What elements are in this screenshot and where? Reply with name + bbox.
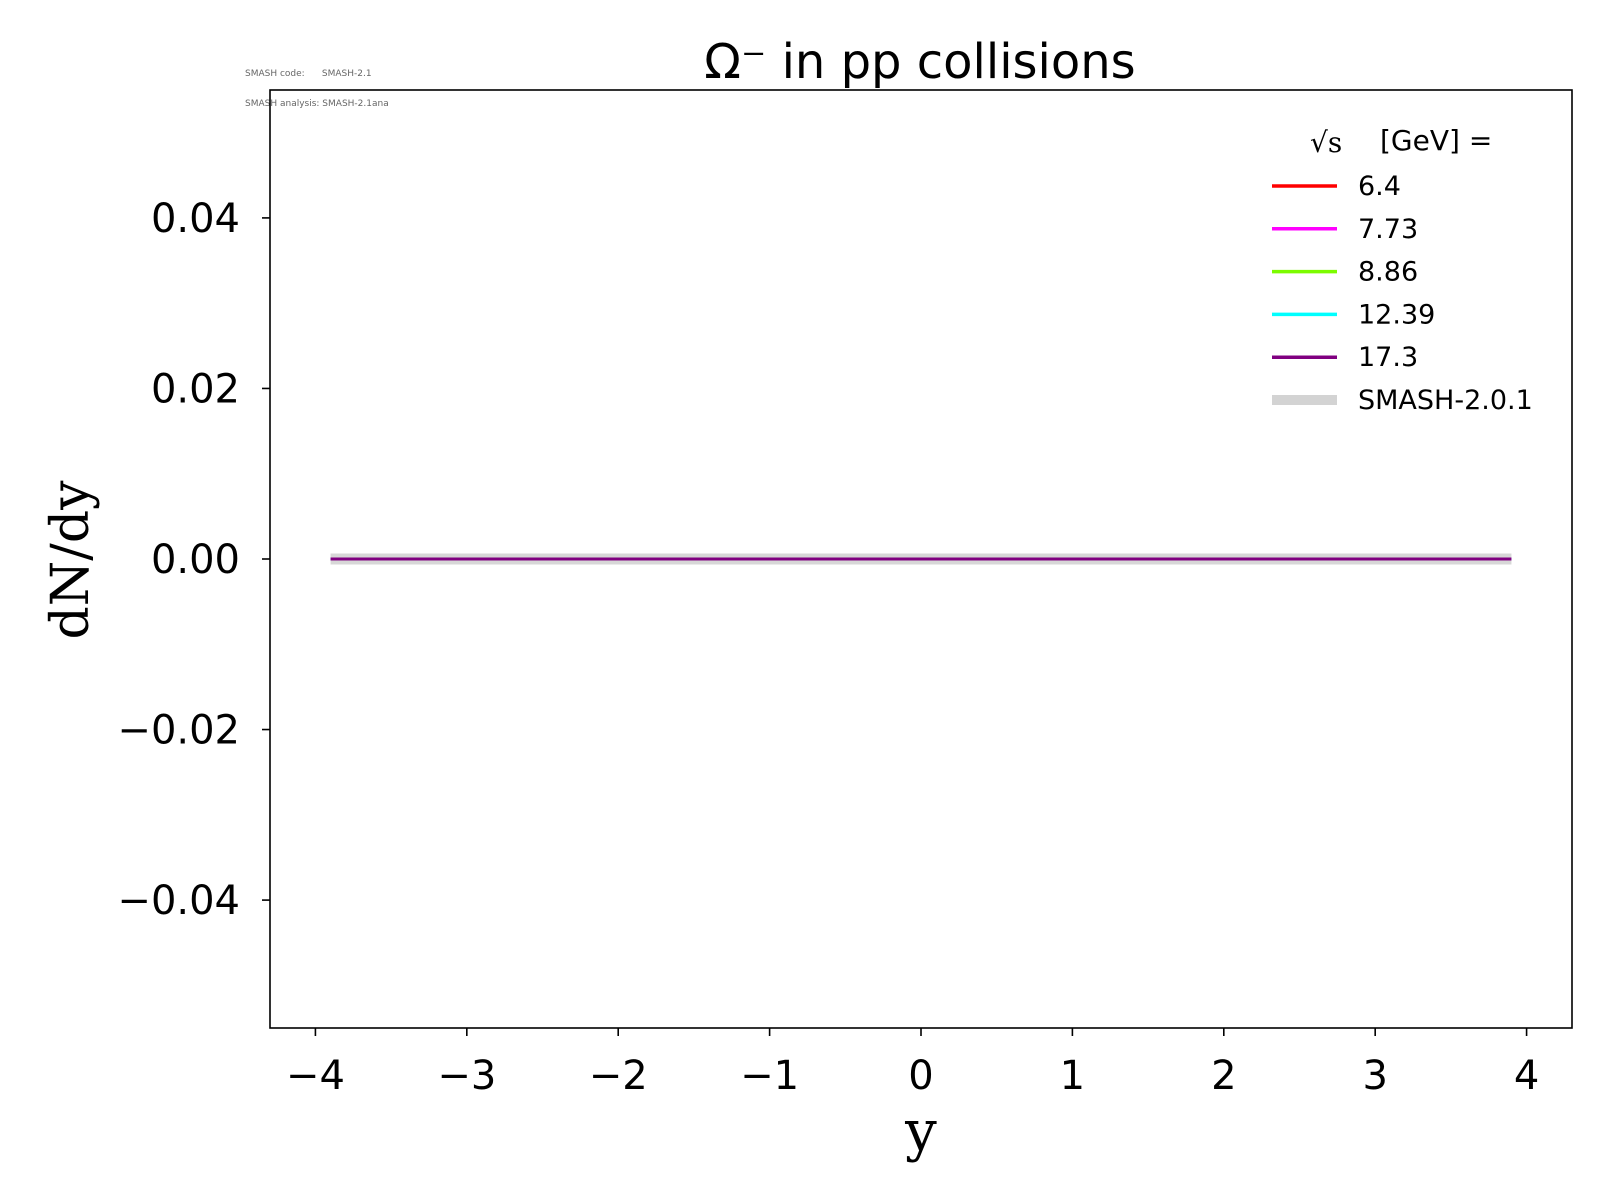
x-tick-label: −1 — [740, 1053, 799, 1099]
x-axis: −4 −3 −2 −1 0 1 2 3 4 — [286, 1028, 1539, 1099]
legend-label-4: 17.3 — [1358, 342, 1418, 373]
legend-label-2: 8.86 — [1358, 257, 1418, 288]
smash-analysis-version: SMASH analysis: SMASH-2.1ana — [245, 99, 389, 109]
legend-label-5: SMASH-2.0.1 — [1358, 385, 1533, 416]
legend-label-1: 7.73 — [1358, 214, 1418, 245]
y-tick-label: 0.02 — [151, 366, 240, 412]
chart-title: Ω⁻ in pp collisions — [704, 34, 1135, 90]
smash-code-version: SMASH code: SMASH-2.1 — [245, 69, 372, 79]
y-axis: −0.04 −0.02 0.00 0.02 0.04 — [117, 196, 270, 924]
smash-version-info: SMASH code: SMASH-2.1 SMASH analysis: SM… — [245, 49, 389, 119]
legend-items: 6.4 7.73 8.86 12.39 17.3 SMASH-2.0.1 — [1272, 171, 1533, 416]
y-axis-label: dN/dy — [41, 480, 101, 640]
y-tick-label: −0.04 — [117, 878, 240, 924]
x-axis-label: y — [904, 1099, 937, 1164]
legend-label-3: 12.39 — [1358, 299, 1435, 330]
x-tick-label: 0 — [908, 1053, 933, 1099]
x-tick-label: 1 — [1060, 1053, 1085, 1099]
x-tick-label: 2 — [1211, 1053, 1236, 1099]
x-tick-label: −4 — [286, 1053, 345, 1099]
legend-title-sqrt-s: √s — [1310, 126, 1342, 159]
x-tick-label: 3 — [1362, 1053, 1387, 1099]
legend-title-unit: [GeV] = — [1380, 124, 1492, 157]
y-tick-label: −0.02 — [117, 708, 240, 754]
legend: √s [GeV] = 6.4 7.73 8.86 12.39 17.3 SMASH-2.0… — [1272, 124, 1533, 416]
x-tick-label: −2 — [589, 1053, 648, 1099]
y-tick-label: 0.00 — [151, 537, 240, 583]
legend-label-0: 6.4 — [1358, 171, 1401, 202]
x-tick-label: −3 — [437, 1053, 496, 1099]
y-tick-label: 0.04 — [151, 196, 240, 242]
x-tick-label: 4 — [1514, 1053, 1539, 1099]
legend-title: √s [GeV] = — [1310, 124, 1492, 159]
